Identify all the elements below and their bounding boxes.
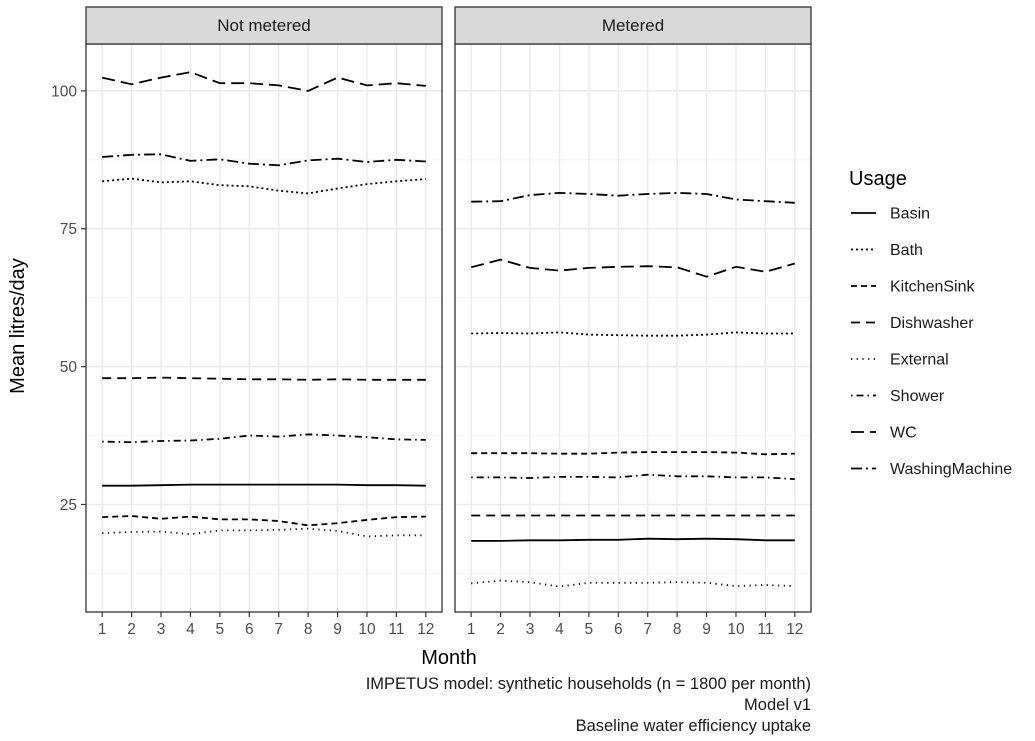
legend-item-shower: Shower (849, 382, 945, 409)
caption-line-1: IMPETUS model: synthetic households (n =… (365, 675, 811, 693)
x-tick-label: 8 (304, 621, 313, 638)
legend-label-dishwasher: Dishwasher (890, 315, 974, 332)
facet-strip-label: Metered (602, 16, 664, 35)
legend-item-kitchen-sink: KitchenSink (849, 273, 975, 299)
facet-strip (85, 6, 443, 45)
legend-item-basin: Basin (849, 200, 930, 226)
caption-line-2: Model v1 (744, 696, 811, 714)
facet-strip-label: Not metered (217, 16, 311, 35)
x-tick-label: 6 (245, 621, 254, 638)
y-tick-label: 100 (51, 83, 77, 100)
x-tick-label: 1 (98, 621, 107, 638)
legend-label-washing-machine: WashingMachine (890, 461, 1012, 478)
legend-label-kitchen-sink: KitchenSink (890, 279, 975, 296)
facet-panel-not-metered: Not metered (85, 6, 443, 613)
x-tick-label: 7 (274, 621, 283, 638)
series-line-bath (102, 177, 426, 195)
x-axis-title: Month (421, 647, 477, 669)
legend-key-background (849, 236, 878, 263)
legend-item-external: External (849, 346, 949, 372)
legend-label-bath: Bath (890, 242, 923, 259)
x-tick-label: 2 (496, 621, 505, 638)
series-line-bath (471, 331, 795, 337)
legend-keys: Basin Bath KitchenSink Dishwasher External Sh… (849, 200, 1012, 482)
legend-label-shower: Shower (890, 388, 945, 405)
x-tick-label: 12 (786, 621, 803, 638)
legend-label-wc: WC (890, 425, 917, 442)
x-tick-label: 10 (358, 621, 376, 638)
y-tick-label: 50 (60, 359, 78, 376)
series-line-dishwasher (102, 376, 426, 381)
legend-item-bath: Bath (849, 236, 923, 263)
x-tick-label: 6 (614, 621, 623, 638)
series-line-washing-machine (102, 153, 426, 167)
x-tick-label: 3 (526, 621, 535, 638)
y-tick-label: 75 (60, 221, 77, 238)
panels-layer: Not metered Metered (85, 6, 812, 613)
series-line-basin (471, 537, 795, 542)
panel-background (86, 44, 442, 612)
x-tick-label: 3 (157, 621, 166, 638)
facet-panel-metered: Metered (454, 6, 812, 613)
x-tick-label: 5 (216, 621, 225, 638)
legend: Usage Basin Bath KitchenSink Dishwasher Exte… (849, 168, 1012, 482)
legend-item-wc: WC (849, 419, 917, 445)
x-tick-label: 10 (727, 621, 745, 638)
series-line-washing-machine (471, 191, 795, 204)
series-line-basin (102, 483, 426, 487)
x-tick-label: 5 (585, 621, 594, 638)
series-line-kitchen-sink (102, 515, 426, 527)
caption-line-3: Baseline water efficiency uptake (575, 717, 811, 735)
x-tick-label: 4 (555, 621, 564, 638)
legend-label-basin: Basin (890, 206, 930, 223)
legend-title: Usage (849, 168, 907, 190)
series-line-kitchen-sink (471, 451, 795, 456)
panel-background (455, 44, 811, 612)
facet-strip (454, 6, 812, 45)
series-line-shower (471, 473, 795, 480)
legend-label-external: External (890, 352, 949, 369)
x-tick-label: 11 (757, 621, 773, 638)
x-tick-label: 9 (702, 621, 711, 638)
series-line-wc (470, 258, 796, 278)
series-line-shower (102, 433, 426, 444)
legend-item-washing-machine: WashingMachine (849, 455, 1012, 482)
y-tick-label: 25 (60, 497, 77, 514)
x-tick-label: 12 (417, 621, 434, 638)
x-tick-label: 11 (388, 621, 404, 638)
x-tick-label: 2 (127, 621, 136, 638)
x-tick-label: 9 (333, 621, 342, 638)
y-axis-title: Mean litres/day (7, 258, 29, 394)
x-tick-label: 4 (186, 621, 195, 638)
x-tick-label: 7 (643, 621, 652, 638)
series-line-wc (102, 71, 426, 92)
x-tick-label: 1 (467, 621, 476, 638)
x-tick-label: 8 (673, 621, 682, 638)
legend-item-dishwasher: Dishwasher (849, 309, 974, 336)
